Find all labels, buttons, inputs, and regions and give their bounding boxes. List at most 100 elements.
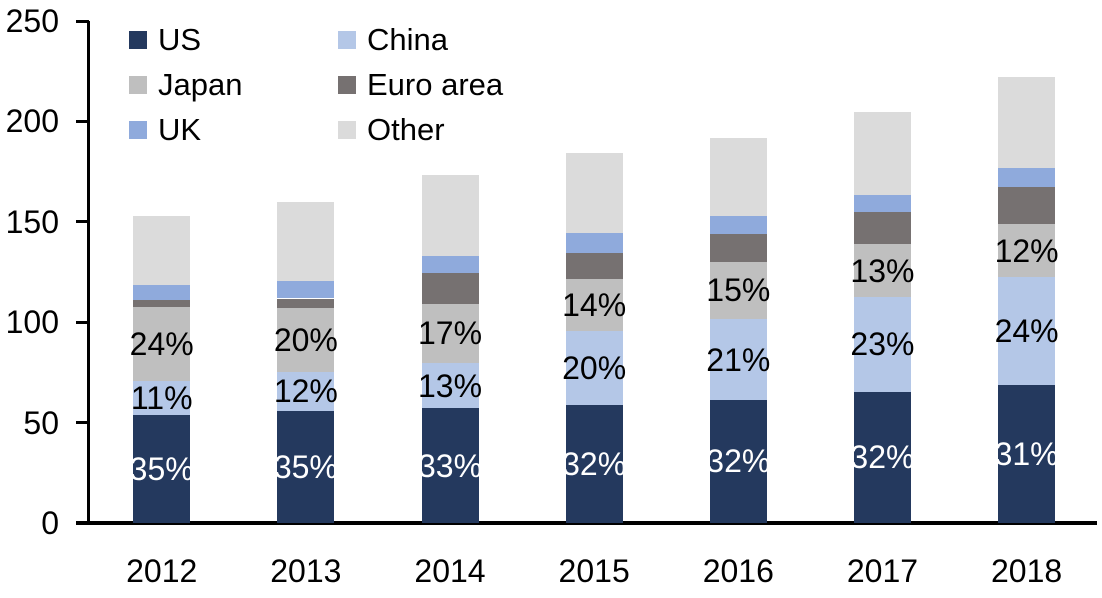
y-axis-tick-label: 50 <box>23 404 59 441</box>
bar-segment-japan <box>998 223 1056 278</box>
bar-segment-uk <box>998 168 1056 187</box>
segment-label-us: 32% <box>850 439 915 476</box>
y-axis-tick <box>76 320 89 324</box>
bar-segment-euro-area <box>565 252 623 280</box>
bar-segment-china <box>421 362 479 409</box>
legend-swatch-uk <box>129 120 147 139</box>
bar-segment-other <box>421 175 479 256</box>
segment-label-japan: 15% <box>706 272 771 309</box>
legend-label-euro-area: Euro area <box>367 67 504 102</box>
bar-segment-us <box>133 414 191 523</box>
bar-segment-euro-area <box>421 272 479 304</box>
legend-item-other: Other <box>338 114 503 145</box>
bar-segment-japan <box>853 243 911 298</box>
bar-segment-us <box>998 384 1056 523</box>
y-axis-tick-label: 100 <box>5 304 59 341</box>
bar-segment-china <box>565 330 623 405</box>
x-axis-label-2017: 2017 <box>846 553 919 589</box>
legend-swatch-euro-area <box>338 75 356 94</box>
y-axis-tick-label: 200 <box>5 103 59 140</box>
bar-segment-us <box>277 410 335 523</box>
segment-label-china: 20% <box>562 349 627 386</box>
y-axis-line <box>87 21 90 523</box>
y-axis-tick <box>76 421 89 425</box>
bar-segment-japan <box>565 279 623 331</box>
bar-segment-euro-area <box>853 212 911 244</box>
legend-item-china: China <box>338 24 503 55</box>
legend-label-uk: UK <box>158 112 202 147</box>
legend-item-uk: UK <box>129 114 338 145</box>
segment-label-china: 12% <box>273 373 338 410</box>
bar-segment-euro-area <box>277 298 335 308</box>
y-axis-tick-label: 250 <box>5 3 59 39</box>
bar-segment-other <box>709 138 767 216</box>
legend-swatch-china <box>338 30 356 49</box>
bar-segment-us <box>853 391 911 523</box>
segment-label-japan: 14% <box>562 286 627 323</box>
legend-label-china: China <box>367 22 448 57</box>
bar-segment-china <box>853 297 911 392</box>
segment-label-japan: 13% <box>850 252 915 289</box>
segment-label-us: 35% <box>273 448 338 485</box>
legend-label-japan: Japan <box>158 67 243 102</box>
bar-segment-uk <box>277 280 335 299</box>
x-axis-line <box>76 521 1097 525</box>
chart-legend: US China Japan Euro area UK Other <box>129 24 503 145</box>
bar-segment-euro-area <box>133 300 191 308</box>
bar-segment-uk <box>133 284 191 301</box>
bar-segment-us <box>565 404 623 523</box>
segment-label-us: 31% <box>994 435 1059 472</box>
segment-label-us: 35% <box>129 450 194 487</box>
bar-segment-uk <box>709 215 767 235</box>
legend-label-other: Other <box>367 112 445 147</box>
bar-segment-china <box>998 277 1056 385</box>
bar-segment-us <box>421 408 479 523</box>
bar-segment-japan <box>421 303 479 363</box>
segment-label-japan: 17% <box>417 315 483 352</box>
bar-segment-other <box>565 153 623 234</box>
bar-segment-other <box>277 201 335 281</box>
legend-swatch-japan <box>129 75 147 94</box>
y-axis-tick-label: 0 <box>41 505 59 541</box>
segment-label-japan: 24% <box>129 326 194 363</box>
bar-segment-japan <box>277 307 335 372</box>
bar-segment-uk <box>853 195 911 213</box>
y-axis-tick <box>76 19 89 23</box>
segment-label-china: 13% <box>417 367 483 404</box>
segment-label-china: 21% <box>706 341 771 378</box>
segment-label-us: 32% <box>706 443 771 480</box>
bar-segment-other <box>133 215 191 285</box>
legend-item-euro-area: Euro area <box>338 69 503 100</box>
x-axis-label-2018: 2018 <box>991 553 1063 589</box>
bar-segment-china <box>133 381 191 415</box>
bar-segment-uk <box>421 255 479 273</box>
segment-label-china: 24% <box>994 313 1059 350</box>
bar-segment-us <box>709 399 767 523</box>
segment-label-us: 32% <box>562 445 627 482</box>
segment-label-japan: 12% <box>994 232 1059 269</box>
legend-swatch-us <box>129 30 147 49</box>
segment-label-us: 33% <box>417 447 483 484</box>
x-axis-label-2013: 2013 <box>270 553 342 589</box>
x-axis-label-2015: 2015 <box>558 553 630 589</box>
segment-label-china: 23% <box>850 326 915 363</box>
x-axis-label-2014: 2014 <box>414 553 486 589</box>
segment-label-china: 11% <box>130 380 193 416</box>
segment-label-japan: 20% <box>273 321 338 358</box>
y-axis-tick-label: 150 <box>5 203 59 240</box>
y-axis-tick <box>76 119 89 123</box>
legend-label-us: US <box>158 22 202 57</box>
bar-segment-other <box>998 76 1056 169</box>
x-axis-label-2016: 2016 <box>702 553 774 589</box>
bar-segment-china <box>709 319 767 400</box>
bar-segment-euro-area <box>709 234 767 262</box>
bar-segment-other <box>853 112 911 196</box>
legend-item-japan: Japan <box>129 69 338 100</box>
bar-segment-euro-area <box>998 186 1056 224</box>
legend-item-us: US <box>129 24 338 55</box>
bar-segment-japan <box>133 307 191 382</box>
bar-segment-japan <box>709 261 767 320</box>
y-axis-tick <box>76 220 89 224</box>
bar-segment-uk <box>565 233 623 253</box>
